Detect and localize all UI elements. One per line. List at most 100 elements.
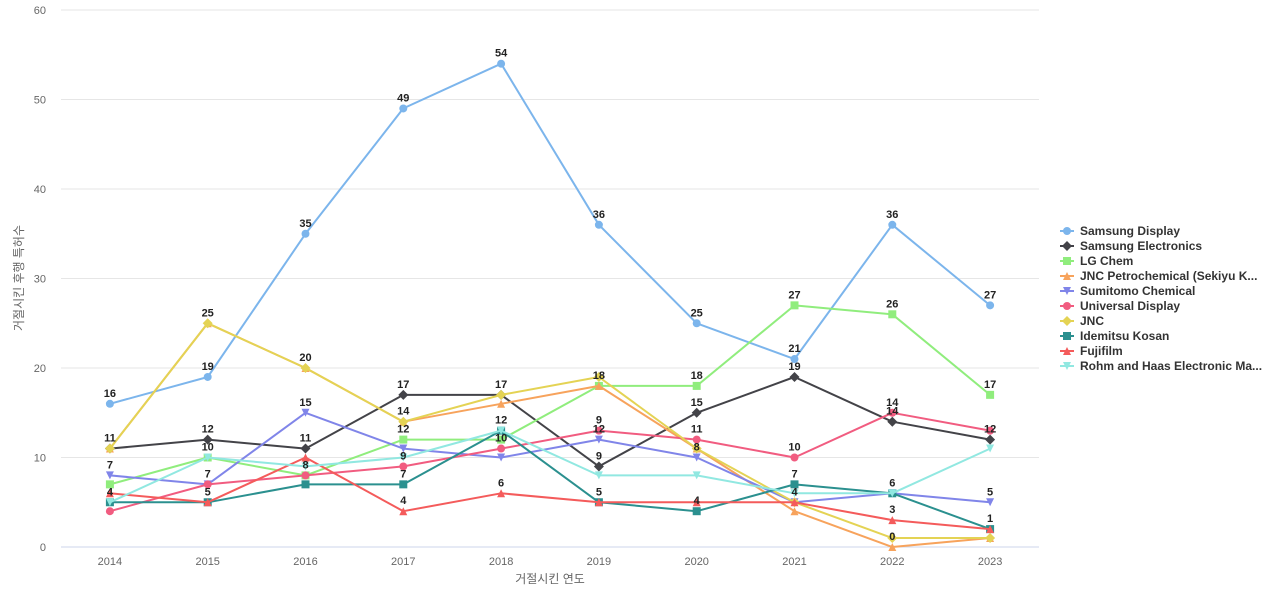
- data-point-marker[interactable]: [594, 220, 603, 229]
- data-point-marker[interactable]: [691, 407, 702, 418]
- data-point-marker[interactable]: [497, 453, 506, 462]
- data-point-marker[interactable]: [790, 498, 799, 507]
- data-point-marker[interactable]: [790, 301, 799, 310]
- data-point-marker[interactable]: [399, 462, 408, 471]
- data-point-marker[interactable]: [985, 533, 996, 544]
- legend-item[interactable]: Rohm and Haas Electronic Ma...: [1060, 359, 1262, 373]
- data-point-marker[interactable]: [497, 59, 506, 68]
- data-point-marker[interactable]: [594, 471, 603, 480]
- data-point-marker[interactable]: [888, 220, 897, 229]
- series-line[interactable]: [109, 456, 991, 531]
- data-point-marker[interactable]: [105, 507, 114, 516]
- data-point-marker[interactable]: [692, 319, 701, 328]
- data-point-marker[interactable]: [497, 435, 506, 444]
- data-point-marker[interactable]: [301, 229, 310, 238]
- x-tick-label: 2016: [293, 556, 317, 568]
- legend-item[interactable]: Samsung Display: [1060, 224, 1180, 238]
- data-point-marker[interactable]: [497, 426, 506, 435]
- legend-item[interactable]: LG Chem: [1060, 254, 1133, 268]
- data-point-marker[interactable]: [399, 444, 408, 453]
- data-point-marker[interactable]: [104, 443, 115, 454]
- data-point-marker[interactable]: [398, 416, 409, 427]
- data-point-marker[interactable]: [593, 371, 604, 382]
- data-point-marker[interactable]: [790, 507, 799, 516]
- data-point-marker[interactable]: [986, 426, 995, 435]
- data-point-marker[interactable]: [301, 453, 310, 462]
- legend-item[interactable]: Samsung Electronics: [1060, 239, 1202, 253]
- data-point-marker[interactable]: [692, 453, 701, 462]
- data-point-marker[interactable]: [594, 381, 603, 390]
- data-point-marker[interactable]: [888, 543, 897, 551]
- data-point-marker[interactable]: [986, 498, 995, 507]
- data-point-marker[interactable]: [105, 480, 114, 489]
- data-point-marker[interactable]: [399, 435, 408, 444]
- data-point-marker[interactable]: [790, 453, 799, 462]
- data-point-marker[interactable]: [300, 363, 311, 373]
- data-point-marker[interactable]: [203, 498, 212, 507]
- data-point-marker[interactable]: [497, 489, 506, 498]
- data-point-marker[interactable]: [301, 471, 310, 480]
- data-point-marker[interactable]: [105, 489, 114, 498]
- data-point-marker[interactable]: [986, 525, 995, 534]
- data-point-marker[interactable]: [203, 372, 212, 381]
- data-point-marker[interactable]: [398, 389, 409, 400]
- data-point-marker[interactable]: [986, 390, 995, 399]
- data-point-marker[interactable]: [399, 480, 408, 489]
- series-line[interactable]: [109, 322, 991, 539]
- series-line[interactable]: [109, 376, 991, 468]
- data-point-marker[interactable]: [985, 434, 996, 445]
- data-point-marker[interactable]: [497, 399, 506, 408]
- data-point-marker[interactable]: [594, 498, 603, 507]
- data-point-marker[interactable]: [691, 443, 702, 454]
- data-point-marker[interactable]: [888, 489, 897, 498]
- data-point-marker[interactable]: [202, 318, 213, 329]
- data-point-marker[interactable]: [399, 507, 408, 516]
- data-point-marker[interactable]: [888, 408, 897, 417]
- data-point-marker[interactable]: [790, 480, 799, 489]
- legend-item[interactable]: Sumitomo Chemical: [1060, 284, 1195, 298]
- data-point-marker[interactable]: [887, 533, 898, 544]
- data-point-marker[interactable]: [203, 453, 212, 462]
- data-point-marker[interactable]: [105, 471, 114, 480]
- data-point-marker[interactable]: [790, 489, 799, 498]
- data-point-marker[interactable]: [301, 408, 310, 417]
- data-label: 7: [400, 468, 406, 480]
- legend-item[interactable]: Universal Display: [1060, 299, 1180, 313]
- data-point-marker[interactable]: [497, 444, 506, 453]
- series-line[interactable]: [109, 62, 991, 405]
- data-point-marker[interactable]: [986, 444, 995, 453]
- series-line[interactable]: [109, 429, 991, 504]
- data-point-marker[interactable]: [692, 498, 701, 507]
- data-point-marker[interactable]: [789, 371, 800, 382]
- legend-item[interactable]: JNC: [1060, 314, 1104, 328]
- series-line[interactable]: [109, 411, 991, 504]
- data-point-marker[interactable]: [399, 104, 408, 113]
- data-point-marker[interactable]: [301, 462, 310, 471]
- data-point-marker[interactable]: [203, 480, 212, 489]
- data-point-marker[interactable]: [887, 416, 898, 427]
- data-point-marker[interactable]: [692, 435, 701, 444]
- data-point-marker[interactable]: [105, 399, 114, 408]
- data-point-marker[interactable]: [986, 301, 995, 310]
- x-axis-title: 거절시킨 연도: [515, 572, 585, 586]
- data-point-marker[interactable]: [301, 480, 310, 489]
- data-point-marker[interactable]: [399, 453, 408, 462]
- data-point-marker[interactable]: [692, 471, 701, 480]
- data-point-marker[interactable]: [202, 434, 213, 445]
- data-point-marker[interactable]: [888, 310, 897, 319]
- data-point-marker[interactable]: [888, 516, 897, 525]
- data-point-marker[interactable]: [593, 461, 604, 472]
- legend-item[interactable]: Idemitsu Kosan: [1060, 329, 1169, 343]
- data-point-marker[interactable]: [594, 435, 603, 444]
- data-point-marker[interactable]: [496, 389, 507, 400]
- data-point-marker[interactable]: [692, 381, 701, 390]
- series-line[interactable]: [109, 429, 991, 531]
- data-point-marker[interactable]: [692, 507, 701, 516]
- legend-item[interactable]: Fujifilm: [1060, 344, 1123, 358]
- data-point-marker[interactable]: [105, 498, 114, 507]
- data-point-marker[interactable]: [594, 426, 603, 435]
- data-point-marker[interactable]: [790, 355, 799, 364]
- series-line[interactable]: [109, 304, 991, 486]
- legend-item[interactable]: JNC Petrochemical (Sekiyu K...: [1060, 269, 1257, 283]
- data-point-marker[interactable]: [300, 443, 311, 454]
